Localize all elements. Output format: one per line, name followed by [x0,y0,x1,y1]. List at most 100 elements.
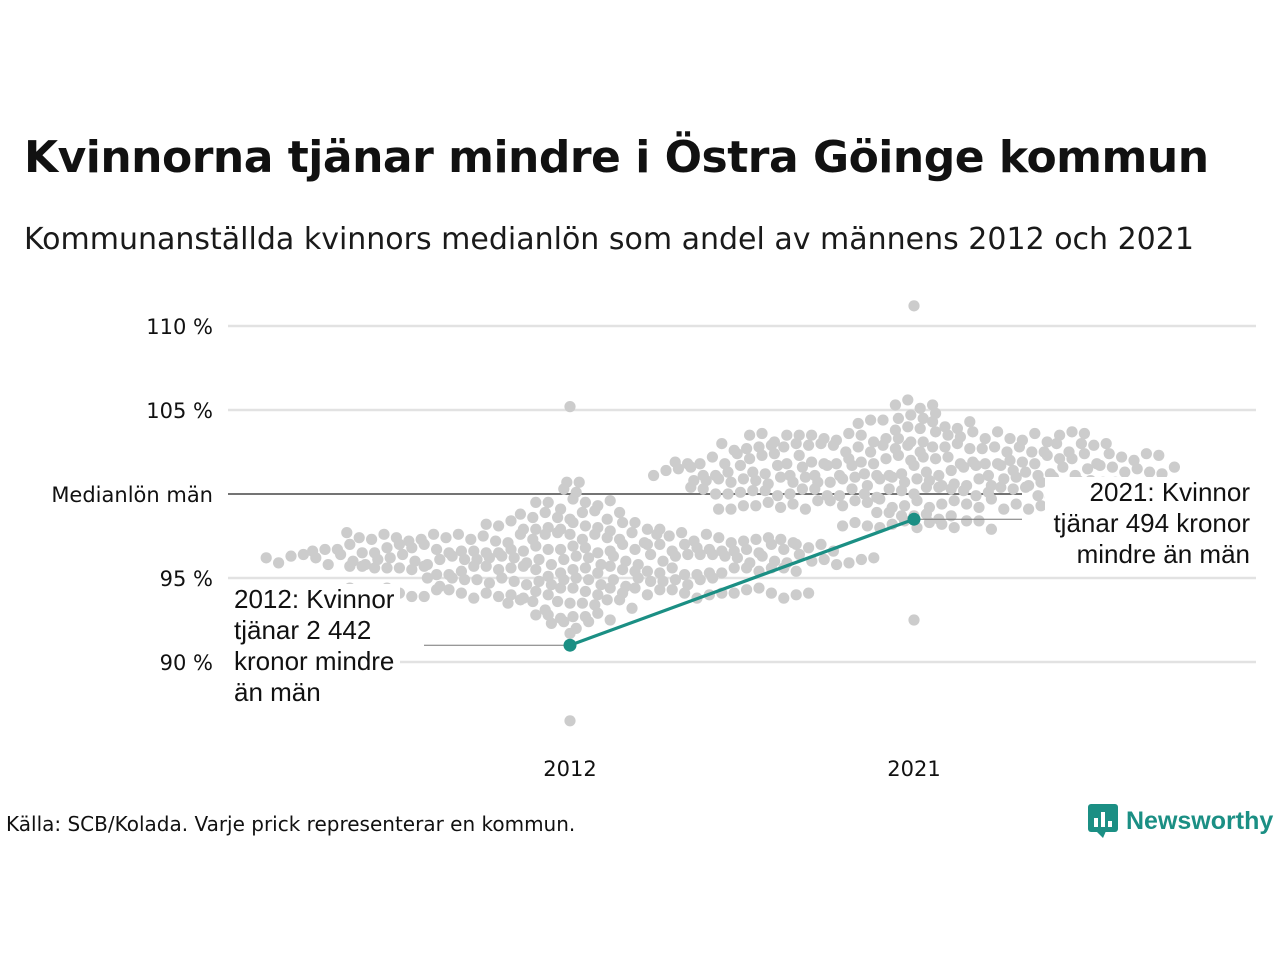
municipality-dot [719,458,731,470]
municipality-dot [641,538,654,551]
municipality-dot [1066,453,1078,465]
municipality-dot [431,543,443,556]
municipality-dot [896,485,908,497]
municipality-dot [576,533,589,545]
municipality-dot [1082,463,1094,475]
municipality-dot [886,471,898,483]
municipality-dot [849,471,861,483]
municipality-dot [555,543,567,556]
municipality-dot [846,459,858,472]
municipality-dot [1168,461,1180,473]
annotation-2012-line: 2012: Kvinnor [234,584,395,614]
municipality-dot [945,510,957,522]
municipality-dot [753,582,765,594]
municipality-dot [1007,483,1019,495]
municipality-dot [558,574,570,586]
municipality-dot [480,587,492,599]
municipality-dot [1116,451,1128,463]
municipality-dot [772,490,784,502]
municipality-dot [530,564,542,576]
municipality-dot [335,548,347,561]
municipality-dot [545,579,558,591]
municipality-dot [892,412,905,424]
municipality-dot [964,416,976,428]
municipality-dot [576,597,589,609]
municipality-dot [837,500,849,512]
annotation-2021: 2021: Kvinnor tjänar 494 kronor mindre ä… [1045,477,1250,570]
municipality-dot [406,564,418,576]
municipality-dot [1023,503,1035,515]
municipality-dot [973,473,985,485]
municipality-dot [542,496,554,508]
municipality-dot [930,407,942,419]
municipality-dot [737,473,750,485]
municipality-dot [570,550,582,562]
municipality-dot [592,589,604,601]
municipality-dot [1013,441,1025,453]
y-tick-label: 95 % [160,567,213,591]
municipality-dot [406,542,418,554]
municipality-dot [908,614,920,626]
municipality-dot [911,473,923,485]
municipality-dot [1054,429,1066,441]
municipality-dot [700,528,713,540]
municipality-dot [545,617,558,629]
municipality-dot [933,469,945,482]
annotation-2012: 2012: Kvinnor tjänar 2 442 kronor mindre… [228,584,401,708]
municipality-dot [592,607,604,619]
municipality-dot [505,543,517,556]
municipality-dot [480,518,492,530]
municipality-dot [902,421,914,433]
municipality-dot [629,582,641,594]
municipality-dot [443,584,455,596]
municipality-dot [855,456,867,468]
municipality-dot [530,523,542,535]
municipality-dot [877,414,889,426]
municipality-dot [319,543,331,556]
municipality-dot [1054,453,1066,465]
municipality-dot [728,587,740,599]
municipality-dot [756,550,768,562]
municipality-dot [545,558,558,571]
municipality-dot [502,597,514,609]
municipality-dot [666,562,678,574]
annotation-2021-line: mindre än män [1076,539,1250,569]
municipality-dot [645,575,657,587]
municipality-dot [564,401,576,413]
municipality-dot [583,616,595,628]
municipality-dot [393,562,405,574]
municipality-dot [344,538,356,551]
municipality-dot [641,523,654,535]
municipality-dot [830,458,843,470]
municipality-dot [614,594,626,606]
municipality-dot [889,424,902,436]
municipality-dot [669,550,682,562]
municipality-dot [734,459,747,472]
municipality-dot [418,590,430,603]
municipality-dot [505,562,517,574]
municipality-dot [908,459,920,472]
municipality-dot [923,516,936,529]
municipality-dot [1001,446,1013,458]
municipality-dot [868,458,880,470]
municipality-dot [617,564,629,576]
municipality-dot [558,616,570,628]
municipality-dot [741,543,753,556]
municipality-dot [421,572,433,584]
municipality-dot [455,587,467,599]
municipality-dot [927,399,939,411]
municipality-dot [567,516,579,529]
municipality-dot [945,464,957,477]
municipality-dot [555,503,567,515]
municipality-dot [1094,459,1106,472]
municipality-dot [852,441,864,453]
municipality-dot [784,488,796,500]
municipality-dot [1078,448,1090,460]
municipality-dot [778,543,790,556]
municipality-dot [967,426,979,438]
municipality-dot [970,490,982,502]
municipality-dot [397,548,409,561]
y-tick-label: 90 % [160,651,213,675]
municipality-dot [381,542,393,554]
municipality-dot [648,469,660,482]
